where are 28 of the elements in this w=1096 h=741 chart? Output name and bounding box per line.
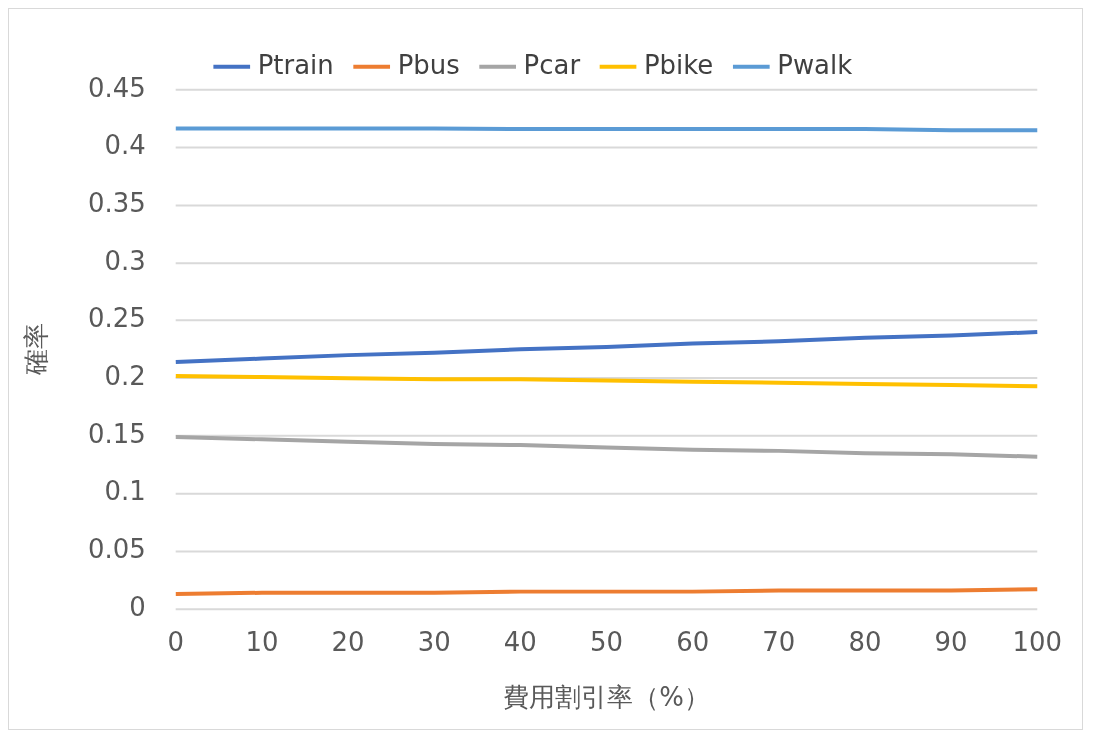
y-tick-label: 0 xyxy=(129,591,146,622)
x-tick-label: 80 xyxy=(848,627,882,658)
y-tick-label: 0.1 xyxy=(104,476,146,507)
legend-label: Pwalk xyxy=(777,49,853,80)
x-tick-label: 20 xyxy=(331,627,365,658)
x-tick-label: 100 xyxy=(1012,627,1063,658)
legend-label: Pbike xyxy=(643,49,714,80)
x-tick-label: 60 xyxy=(676,627,710,658)
legend-label: Pbus xyxy=(397,49,460,80)
x-tick-label: 70 xyxy=(762,627,796,658)
legend-label: Pcar xyxy=(523,49,581,80)
x-tick-label: 10 xyxy=(245,627,279,658)
y-tick-label: 0.4 xyxy=(104,130,146,161)
x-tick-label: 90 xyxy=(934,627,968,658)
x-tick-label: 40 xyxy=(503,627,537,658)
y-tick-label: 0.05 xyxy=(88,533,146,564)
y-tick-label: 0.15 xyxy=(88,418,146,449)
y-tick-label: 0.3 xyxy=(104,245,146,276)
y-tick-label: 0.2 xyxy=(104,360,146,391)
x-tick-label: 30 xyxy=(417,627,451,658)
legend-label: Ptrain xyxy=(257,49,334,80)
x-axis-title: 費用割引率（%） xyxy=(503,682,710,713)
y-tick-label: 0.35 xyxy=(88,187,146,218)
x-tick-label: 0 xyxy=(167,627,185,658)
y-axis-title: 確率 xyxy=(21,323,52,377)
x-tick-label: 50 xyxy=(590,627,624,658)
y-tick-label: 0.25 xyxy=(88,303,146,334)
y-tick-label: 0.45 xyxy=(88,72,146,103)
